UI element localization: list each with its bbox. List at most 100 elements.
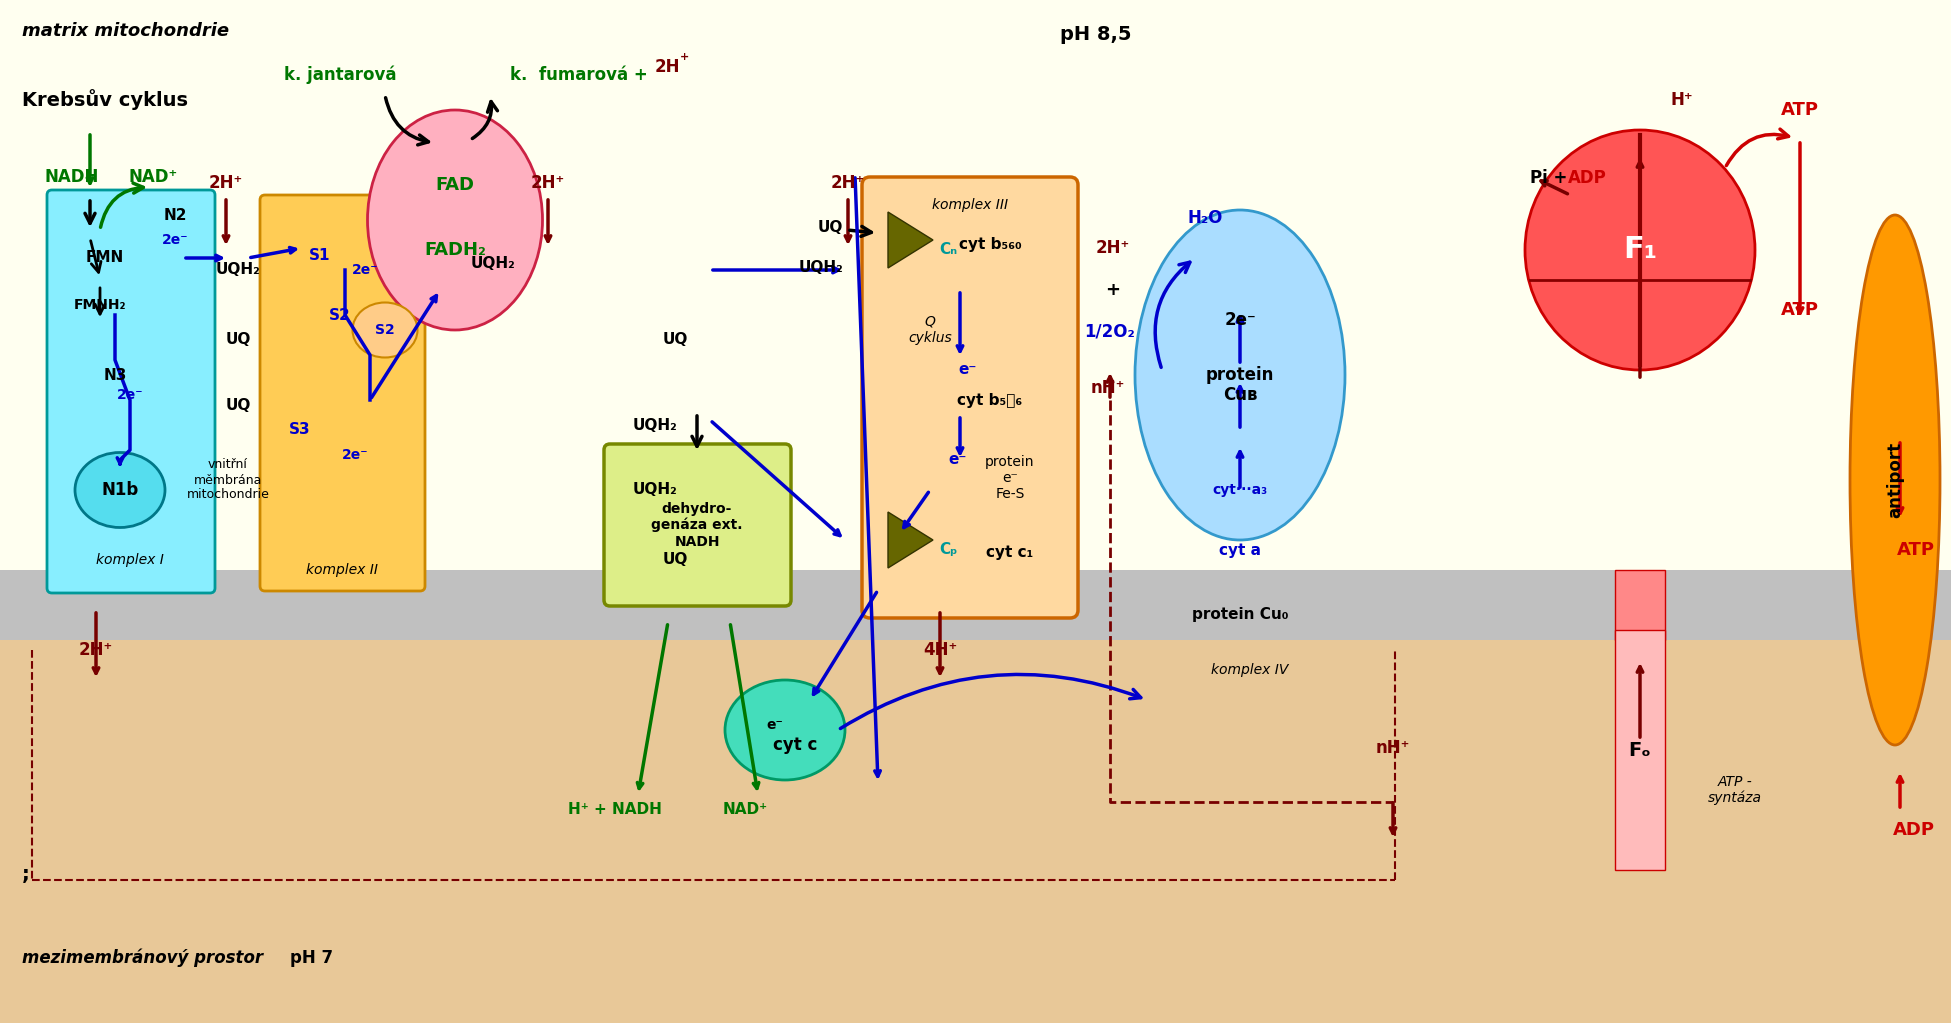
FancyBboxPatch shape — [259, 195, 425, 591]
Polygon shape — [888, 512, 933, 568]
Text: NAD⁺: NAD⁺ — [722, 802, 767, 817]
Ellipse shape — [726, 680, 845, 780]
Text: UQ: UQ — [224, 398, 250, 412]
Text: ATP: ATP — [1896, 541, 1935, 559]
Text: UQ: UQ — [661, 552, 687, 568]
Text: dehydro-
genáza ext.
NADH: dehydro- genáza ext. NADH — [652, 501, 743, 548]
Text: komplex III: komplex III — [933, 198, 1009, 212]
Text: UQ: UQ — [661, 332, 687, 348]
Text: 2e⁻: 2e⁻ — [1223, 311, 1256, 329]
Text: ATP: ATP — [1781, 101, 1818, 119]
Text: cyt b₅⁦₆: cyt b₅⁦₆ — [958, 393, 1022, 407]
Text: Krebsův cyklus: Krebsův cyklus — [21, 89, 187, 110]
Text: N1b: N1b — [101, 481, 139, 499]
Ellipse shape — [1135, 210, 1344, 540]
Bar — [1615, 570, 1664, 640]
Text: komplex IV: komplex IV — [1212, 663, 1290, 677]
Text: FAD: FAD — [435, 176, 474, 194]
Text: S1: S1 — [310, 248, 332, 263]
Text: UQ: UQ — [817, 221, 843, 235]
Text: Cₚ: Cₚ — [938, 542, 958, 558]
Text: e⁻: e⁻ — [767, 718, 784, 732]
Text: 2e⁻: 2e⁻ — [162, 233, 189, 247]
Text: F₁: F₁ — [1623, 235, 1656, 265]
Text: 2e⁻: 2e⁻ — [351, 263, 378, 277]
Ellipse shape — [353, 303, 418, 357]
Text: cyt c: cyt c — [773, 736, 817, 754]
Text: cyt a: cyt a — [1219, 542, 1260, 558]
Text: antiport: antiport — [1887, 442, 1904, 518]
Bar — [0, 570, 1951, 640]
Text: UQH₂: UQH₂ — [632, 417, 677, 433]
Text: protein
Cuʙ: protein Cuʙ — [1206, 365, 1274, 404]
Text: 4H⁺: 4H⁺ — [923, 641, 958, 659]
Text: mezimembránový prostor: mezimembránový prostor — [21, 948, 263, 968]
Text: ATP -
syntáza: ATP - syntáza — [1707, 774, 1762, 805]
Text: Q
cyklus: Q cyklus — [907, 315, 952, 345]
Text: FMN: FMN — [86, 251, 125, 266]
Text: N3: N3 — [103, 367, 127, 383]
Text: H₂O: H₂O — [1188, 209, 1223, 227]
Text: nH⁺: nH⁺ — [1091, 379, 1126, 397]
Text: H⁺ + NADH: H⁺ + NADH — [568, 802, 661, 817]
Text: 2H⁺: 2H⁺ — [78, 641, 113, 659]
Text: S3: S3 — [289, 422, 310, 438]
Text: e⁻: e⁻ — [948, 452, 968, 468]
Text: ATP: ATP — [1781, 301, 1818, 319]
Text: matrix mitochondrie: matrix mitochondrie — [21, 23, 228, 40]
Text: komplex II: komplex II — [306, 563, 378, 577]
Text: protein Cu₀: protein Cu₀ — [1192, 608, 1288, 623]
Text: Cₙ: Cₙ — [938, 242, 958, 258]
Text: pH 8,5: pH 8,5 — [1059, 25, 1132, 44]
Bar — [0, 0, 1951, 570]
Text: UQH₂: UQH₂ — [217, 263, 259, 277]
Ellipse shape — [367, 110, 542, 330]
Text: nH⁺: nH⁺ — [1375, 739, 1411, 757]
Text: 2H: 2H — [656, 58, 681, 76]
Text: S2: S2 — [330, 308, 351, 322]
Text: k. jantarová: k. jantarová — [283, 65, 396, 84]
Text: H⁺: H⁺ — [1670, 91, 1693, 109]
Bar — [1615, 630, 1664, 870]
Text: Fₒ: Fₒ — [1629, 741, 1651, 759]
FancyBboxPatch shape — [47, 190, 215, 593]
Text: NAD⁺: NAD⁺ — [129, 168, 178, 186]
Text: ADP: ADP — [1569, 169, 1608, 187]
Text: Pi +: Pi + — [1530, 169, 1573, 187]
Text: protein
e⁻
Fe-S: protein e⁻ Fe-S — [985, 455, 1034, 501]
FancyBboxPatch shape — [605, 444, 790, 606]
Text: 2H⁺: 2H⁺ — [831, 174, 864, 192]
Text: ;: ; — [21, 865, 29, 884]
Text: komplex I: komplex I — [96, 553, 164, 567]
Text: +: + — [1106, 281, 1120, 299]
Text: cyt···a₃: cyt···a₃ — [1212, 483, 1268, 497]
Text: ADP: ADP — [1892, 821, 1935, 839]
Text: N2: N2 — [164, 208, 187, 222]
Text: pH 7: pH 7 — [291, 949, 334, 967]
Text: UQH₂: UQH₂ — [632, 483, 677, 497]
Text: k.  fumarová +: k. fumarová + — [509, 66, 654, 84]
Text: +: + — [681, 52, 689, 62]
Text: 2H⁺: 2H⁺ — [209, 174, 244, 192]
Ellipse shape — [74, 452, 166, 528]
Text: NADH: NADH — [45, 168, 100, 186]
Text: UQ: UQ — [224, 332, 250, 348]
Text: S2: S2 — [375, 323, 394, 337]
Bar — [0, 640, 1951, 1023]
Text: 1/2O₂: 1/2O₂ — [1085, 323, 1135, 341]
Ellipse shape — [1850, 215, 1939, 745]
FancyBboxPatch shape — [862, 177, 1079, 618]
Text: 2e⁻: 2e⁻ — [341, 448, 369, 462]
Ellipse shape — [1526, 130, 1756, 370]
Text: FMNH₂: FMNH₂ — [74, 298, 127, 312]
Text: 2H⁺: 2H⁺ — [531, 174, 566, 192]
Text: cyt b₅₆₀: cyt b₅₆₀ — [958, 237, 1022, 253]
Text: 2H⁺: 2H⁺ — [1096, 239, 1130, 257]
Text: FADH₂: FADH₂ — [423, 241, 486, 259]
Text: 2e⁻: 2e⁻ — [117, 388, 142, 402]
Text: UQH₂: UQH₂ — [798, 261, 843, 275]
Text: cyt c₁: cyt c₁ — [987, 545, 1034, 561]
Text: vnitřní
měmbrána
mitochondrie: vnitřní měmbrána mitochondrie — [187, 458, 269, 501]
Text: e⁻: e⁻ — [958, 362, 977, 377]
Polygon shape — [888, 212, 933, 268]
